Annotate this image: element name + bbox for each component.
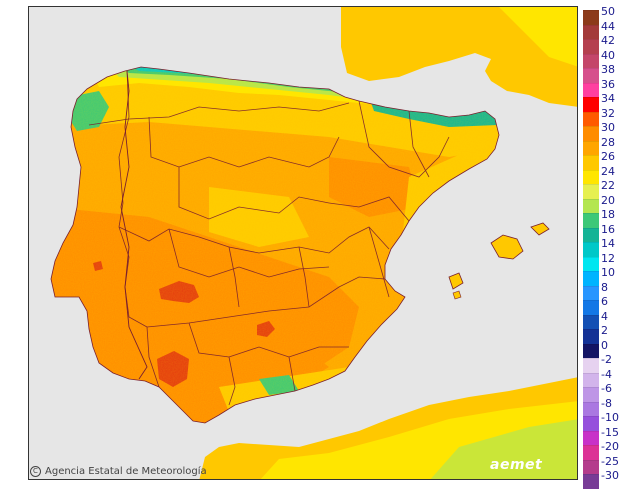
legend-label-24: 24 — [601, 164, 615, 178]
legend-label-20: 20 — [601, 193, 615, 207]
legend-swatch-2 — [583, 329, 599, 344]
legend-swatch-14 — [583, 242, 599, 257]
legend-label-2: 2 — [601, 324, 608, 337]
legend-label--10: -10 — [601, 411, 619, 424]
legend-label--30: -30 — [601, 469, 619, 482]
legend-label-14: 14 — [601, 237, 615, 250]
legend-label--25: -25 — [601, 454, 619, 468]
credit-line: C Agencia Estatal de Meteorología — [30, 466, 207, 477]
legend-label-36: 36 — [601, 77, 615, 91]
legend-swatch-4 — [583, 314, 599, 329]
legend-label--15: -15 — [601, 425, 619, 439]
legend-swatch--25 — [583, 459, 599, 474]
legend-label-30: 30 — [601, 121, 615, 134]
ibiza-island — [448, 272, 464, 290]
legend-swatch-42 — [583, 39, 599, 54]
legend-swatch--10 — [583, 416, 599, 431]
legend-swatch-38 — [583, 68, 599, 83]
legend-swatch-50 — [583, 10, 599, 25]
legend-swatch-24 — [583, 169, 599, 184]
legend-label-12: 12 — [601, 251, 615, 265]
legend-label--2: -2 — [601, 353, 612, 366]
legend-label-10: 10 — [601, 266, 615, 279]
legend-swatch-8 — [583, 285, 599, 300]
portugal-border — [120, 70, 148, 380]
legend-swatch-34 — [583, 97, 599, 112]
legend-label-44: 44 — [601, 19, 615, 33]
legend-swatch-44 — [583, 24, 599, 39]
legend-label-50: 50 — [601, 5, 615, 18]
legend-label--6: -6 — [601, 382, 612, 395]
province-borders — [88, 70, 450, 406]
legend-label--20: -20 — [601, 440, 619, 453]
france-land — [341, 7, 577, 107]
legend-label-16: 16 — [601, 222, 615, 236]
legend-label-32: 32 — [601, 106, 615, 120]
legend-swatch--8 — [583, 401, 599, 416]
legend-label--4: -4 — [601, 367, 612, 381]
legend-swatch-22 — [583, 184, 599, 199]
legend-swatch-26 — [583, 155, 599, 170]
temperature-legend: 50 44 42 40 38 36 34 32 30 28 26 24 22 20 18 16 14 12 10 8 6… — [583, 6, 629, 489]
legend-swatch-12 — [583, 256, 599, 271]
legend-swatch-0 — [583, 343, 599, 358]
legend-label-34: 34 — [601, 92, 615, 105]
legend-swatch-28 — [583, 140, 599, 155]
legend-label-22: 22 — [601, 179, 615, 192]
legend-label-42: 42 — [601, 34, 615, 47]
legend-swatch-40 — [583, 53, 599, 68]
legend-swatch--30 — [583, 474, 599, 489]
legend-label-40: 40 — [601, 48, 615, 62]
legend-swatch-10 — [583, 271, 599, 286]
legend-label-26: 26 — [601, 150, 615, 163]
aemet-logo: aemet — [490, 457, 543, 473]
mallorca-island — [490, 234, 524, 260]
map-canvas — [50, 7, 577, 479]
legend-swatch--15 — [583, 430, 599, 445]
legend-swatch-6 — [583, 300, 599, 315]
temperature-map — [28, 6, 578, 480]
legend-label-0: 0 — [601, 338, 608, 352]
copyright-icon: C — [30, 466, 41, 477]
legend-swatch--4 — [583, 372, 599, 387]
legend-swatch--2 — [583, 358, 599, 373]
legend-label-4: 4 — [601, 309, 608, 323]
legend-swatch-18 — [583, 213, 599, 228]
legend-swatch-32 — [583, 111, 599, 126]
credit-text: Agencia Estatal de Meteorología — [45, 466, 207, 477]
legend-swatch--6 — [583, 387, 599, 402]
legend-label-6: 6 — [601, 295, 608, 308]
menorca-island — [530, 222, 550, 236]
legend-swatch--20 — [583, 445, 599, 460]
legend-label-18: 18 — [601, 208, 615, 221]
legend-swatch-30 — [583, 126, 599, 141]
legend-label-28: 28 — [601, 135, 615, 149]
legend-label--8: -8 — [601, 396, 612, 410]
legend-swatch-36 — [583, 82, 599, 97]
legend-label-38: 38 — [601, 63, 615, 76]
legend-swatch-20 — [583, 198, 599, 213]
legend-swatch-16 — [583, 227, 599, 242]
legend-label-8: 8 — [601, 280, 608, 294]
